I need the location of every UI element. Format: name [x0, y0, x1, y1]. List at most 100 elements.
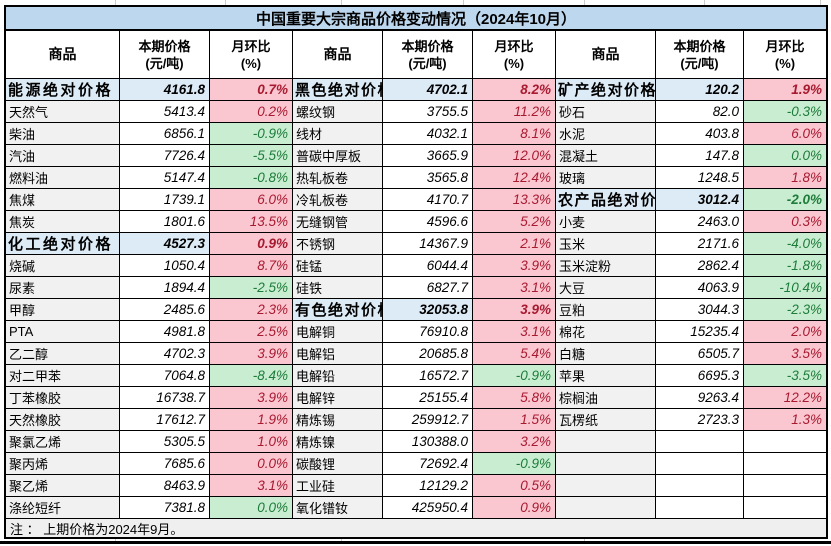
- table-row: 工业硅 12129.2 0.5%: [293, 475, 556, 497]
- mom-cell: -4.0%: [744, 233, 826, 255]
- mom-cell: 11.2%: [473, 101, 556, 123]
- table-row: 精炼镍 130388.0 3.2%: [293, 431, 556, 453]
- mom-cell: 5.4%: [473, 343, 556, 365]
- group-col-1: 能源绝对价格 4161.8 0.7% 天然气 5413.4 0.2% 柴油 6856.1 -0.…: [6, 79, 293, 519]
- column-header-commodity: 商品: [293, 31, 383, 79]
- commodity-name-cell: 精炼锡: [293, 409, 383, 431]
- commodity-name-cell: 天然橡胶: [6, 409, 120, 431]
- commodity-name-cell: 豆粕: [556, 299, 656, 321]
- commodity-name-cell: [556, 431, 656, 453]
- table-row: 白糖 6505.7 3.5%: [556, 343, 826, 365]
- table-row: 涤纶短纤 7381.8 0.0%: [6, 497, 293, 519]
- sheet-gridline: [820, 0, 821, 5]
- commodity-name-cell: 电解锌: [293, 387, 383, 409]
- commodity-name-cell: 矿产绝对价格: [556, 79, 656, 101]
- commodity-name-cell: 烧碱: [6, 255, 120, 277]
- mom-cell: 0.7%: [210, 79, 293, 101]
- table-row: [556, 497, 826, 519]
- commodity-name-cell: 螺纹钢: [293, 101, 383, 123]
- table-row: 柴油 6856.1 -0.9%: [6, 123, 293, 145]
- table-row: 大豆 4063.9 -10.4%: [556, 277, 826, 299]
- mom-cell: -3.5%: [744, 365, 826, 387]
- commodity-name-cell: 棉花: [556, 321, 656, 343]
- price-cell: 4981.8: [120, 321, 210, 343]
- price-cell: [656, 453, 744, 475]
- price-cell: 7726.4: [120, 145, 210, 167]
- commodity-name-cell: 玻璃: [556, 167, 656, 189]
- commodity-name-cell: 不锈钢: [293, 233, 383, 255]
- sheet-gridline: [115, 0, 116, 5]
- mom-cell: 8.2%: [473, 79, 556, 101]
- price-cell: 7064.8: [120, 365, 210, 387]
- commodity-name-cell: 聚乙烯: [6, 475, 120, 497]
- price-table: 中国重要大宗商品价格变动情况（2024年10月） 商品 本期价格 (元/吨) 月…: [4, 5, 828, 539]
- table-row: 水泥 403.8 6.0%: [556, 123, 826, 145]
- table-row: 棕榈油 9263.4 12.2%: [556, 387, 826, 409]
- commodity-name-cell: 电解铜: [293, 321, 383, 343]
- price-cell: 4170.7: [383, 189, 473, 211]
- commodity-name-cell: 电解铅: [293, 365, 383, 387]
- table-row: 丁苯橡胶 16738.7 3.9%: [6, 387, 293, 409]
- mom-cell: -2.3%: [744, 299, 826, 321]
- commodity-name-cell: 瓦楞纸: [556, 409, 656, 431]
- column-header-mom-line2: (%): [240, 55, 262, 71]
- sheet-gridline: [584, 0, 585, 5]
- table-row: 普碳中厚板 3665.9 12.0%: [293, 145, 556, 167]
- commodity-name-cell: 硅铁: [293, 277, 383, 299]
- table-row: 碳酸锂 72692.4 -0.9%: [293, 453, 556, 475]
- commodity-name-cell: 焦炭: [6, 211, 120, 233]
- mom-cell: 5.2%: [473, 211, 556, 233]
- column-header-commodity: 商品: [6, 31, 120, 79]
- commodity-name-cell: 天然气: [6, 101, 120, 123]
- price-cell: 4702.1: [383, 79, 473, 101]
- table-row: 电解铝 20685.8 5.4%: [293, 343, 556, 365]
- section-row: 化工绝对价格 4527.3 0.9%: [6, 233, 293, 255]
- price-cell: [656, 475, 744, 497]
- price-cell: 3755.5: [383, 101, 473, 123]
- column-header-price-line2: (元/吨): [145, 55, 184, 71]
- mom-cell: 12.4%: [473, 167, 556, 189]
- table-row: 对二甲苯 7064.8 -8.4%: [6, 365, 293, 387]
- price-cell: 3012.4: [656, 189, 744, 211]
- column-header-price: 本期价格 (元/吨): [656, 31, 744, 79]
- commodity-name-cell: 普碳中厚板: [293, 145, 383, 167]
- commodity-name-cell: 棕榈油: [556, 387, 656, 409]
- commodity-name-cell: 聚丙烯: [6, 453, 120, 475]
- mom-cell: 3.9%: [473, 299, 556, 321]
- commodity-name-cell: 混凝土: [556, 145, 656, 167]
- table-row: 砂石 82.0 -0.3%: [556, 101, 826, 123]
- mom-cell: -0.8%: [210, 167, 293, 189]
- mom-cell: 3.9%: [473, 255, 556, 277]
- sheet-gridline: [115, 539, 116, 541]
- mom-cell: 3.1%: [473, 321, 556, 343]
- mom-cell: [744, 431, 826, 453]
- mom-cell: 1.9%: [210, 409, 293, 431]
- commodity-name-cell: 热轧板卷: [293, 167, 383, 189]
- table-row: 硅锰 6044.4 3.9%: [293, 255, 556, 277]
- mom-cell: 6.0%: [210, 189, 293, 211]
- table-row: 聚丙烯 7685.6 0.0%: [6, 453, 293, 475]
- commodity-name-cell: 黑色绝对价格: [293, 79, 383, 101]
- price-cell: 5147.4: [120, 167, 210, 189]
- table-row: PTA 4981.8 2.5%: [6, 321, 293, 343]
- price-cell: 16738.7: [120, 387, 210, 409]
- price-cell: 82.0: [656, 101, 744, 123]
- commodity-name-cell: 涤纶短纤: [6, 497, 120, 519]
- commodity-name-cell: [556, 475, 656, 497]
- mom-cell: 3.5%: [744, 343, 826, 365]
- commodity-name-cell: 苹果: [556, 365, 656, 387]
- price-cell: 5305.5: [120, 431, 210, 453]
- price-cell: 76910.8: [383, 321, 473, 343]
- table-row: [556, 431, 826, 453]
- mom-cell: 0.5%: [473, 475, 556, 497]
- column-header-mom-line2: (%): [774, 55, 796, 71]
- price-cell: 4063.9: [656, 277, 744, 299]
- column-header-price-line2: (元/吨): [408, 55, 447, 71]
- price-cell: 14367.9: [383, 233, 473, 255]
- table-row: 电解铅 16572.7 -0.9%: [293, 365, 556, 387]
- commodity-name-cell: 硅锰: [293, 255, 383, 277]
- table-row: 苹果 6695.3 -3.5%: [556, 365, 826, 387]
- price-cell: 4596.6: [383, 211, 473, 233]
- table-row: 不锈钢 14367.9 2.1%: [293, 233, 556, 255]
